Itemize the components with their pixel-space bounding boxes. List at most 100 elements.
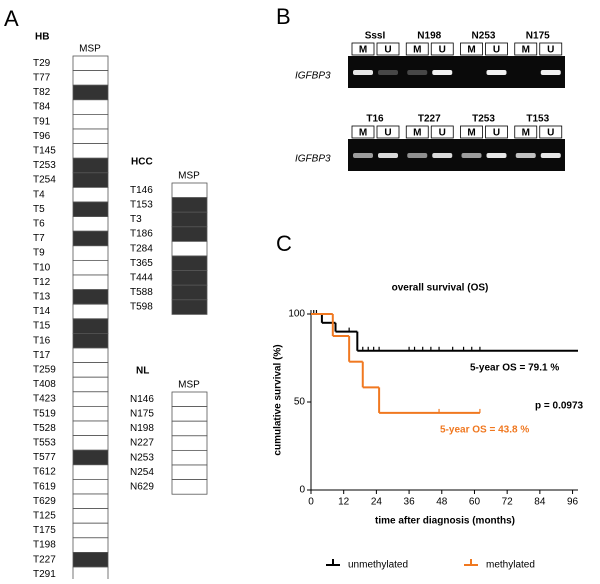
sample-name: T284: [130, 243, 153, 254]
msp-cell: [72, 566, 109, 583]
sample-name: T4: [33, 189, 45, 200]
sample-name: T254: [33, 175, 56, 186]
sample-name: T153: [526, 114, 549, 125]
msp-cell: [72, 347, 109, 364]
band: [353, 70, 373, 75]
x-tick-label: 84: [534, 497, 546, 508]
sample-name: T29: [33, 58, 51, 69]
sample-name: T253: [33, 160, 56, 171]
lane-label: U: [384, 45, 391, 56]
sample-name: T629: [33, 496, 56, 507]
msp-cell: [171, 270, 208, 286]
group-title: HCC: [131, 157, 153, 168]
lane-box: [405, 42, 429, 56]
lane-box: [376, 125, 400, 139]
msp-cell: [72, 478, 109, 495]
sample-name: T125: [33, 511, 56, 522]
msp-cell: [72, 172, 109, 188]
msp-cell: [72, 143, 109, 159]
column-header: MSP: [178, 380, 200, 391]
lane-label: M: [467, 128, 475, 139]
msp-cell: [171, 406, 208, 422]
msp-cell: [72, 318, 109, 334]
msp-cell: [72, 84, 109, 101]
lane-label: U: [439, 45, 446, 56]
msp-cell: [72, 449, 109, 466]
sample-name: T598: [130, 302, 153, 313]
band: [486, 70, 507, 75]
sample-name: T227: [418, 114, 441, 125]
msp-cell: [72, 303, 109, 320]
msp-cell: [171, 435, 208, 451]
sample-name: T96: [33, 131, 51, 142]
sample-name: T291: [33, 569, 56, 579]
x-tick-label: 72: [502, 497, 514, 508]
msp-cell: [72, 464, 109, 480]
sample-name: T253: [472, 114, 495, 125]
msp-cell: [72, 420, 109, 437]
lane-box: [351, 42, 375, 56]
msp-cell: [72, 405, 109, 422]
band: [407, 153, 428, 158]
sample-name: N198: [417, 31, 441, 42]
band: [432, 153, 453, 158]
msp-cell: [171, 197, 208, 213]
sample-name: N253: [472, 31, 496, 42]
lane-label: M: [413, 128, 421, 139]
y-axis-label: cumulative survival (%): [273, 344, 284, 455]
msp-cell: [171, 240, 208, 257]
column-header: MSP: [178, 171, 200, 182]
band: [432, 70, 453, 75]
sample-name: T619: [33, 481, 56, 492]
msp-cell: [72, 55, 109, 72]
band: [540, 153, 561, 158]
msp-cell: [72, 157, 109, 174]
msp-cell: [72, 216, 109, 232]
msp-cell: [72, 522, 109, 539]
lane-box: [460, 42, 483, 56]
panel-label: A: [4, 6, 19, 31]
y-tick-label: 100: [288, 309, 305, 320]
msp-cell: [72, 537, 109, 553]
msp-cell: [171, 255, 208, 272]
msp-cell: [72, 376, 109, 393]
y-tick-label: 50: [294, 397, 306, 408]
msp-cell: [171, 420, 208, 437]
lane-label: U: [493, 45, 500, 56]
msp-cell: [171, 284, 208, 301]
msp-cell: [171, 182, 208, 199]
y-tick-label: 0: [299, 485, 305, 496]
sample-name: T186: [130, 229, 153, 240]
msp-cell: [72, 201, 109, 218]
msp-cell: [72, 99, 109, 115]
sample-name: T365: [130, 258, 153, 269]
sample-name: N227: [130, 438, 154, 449]
sample-name: T16: [366, 114, 384, 125]
msp-cell: [171, 449, 208, 466]
band: [378, 70, 398, 75]
lane-box: [485, 125, 508, 139]
x-tick-label: 24: [371, 497, 383, 508]
lane-box: [460, 125, 483, 139]
sample-name: N175: [526, 31, 550, 42]
sample-name: T91: [33, 116, 51, 127]
sample-name: N253: [130, 452, 154, 463]
band: [378, 153, 398, 158]
lane-box: [514, 125, 538, 139]
msp-cell: [171, 211, 208, 228]
msp-cell: [171, 226, 208, 242]
sample-name: T10: [33, 262, 51, 273]
msp-cell: [72, 128, 109, 145]
band: [515, 153, 536, 158]
msp-cell: [72, 186, 109, 203]
lane-label: M: [413, 45, 421, 56]
lane-label: U: [439, 128, 446, 139]
legend-label: unmethylated: [348, 560, 408, 571]
sample-name: T3: [130, 214, 142, 225]
sample-name: N175: [130, 409, 154, 420]
gel: [348, 56, 565, 88]
lane-label: M: [359, 45, 367, 56]
lane-box: [430, 42, 454, 56]
sample-name: N254: [130, 467, 154, 478]
